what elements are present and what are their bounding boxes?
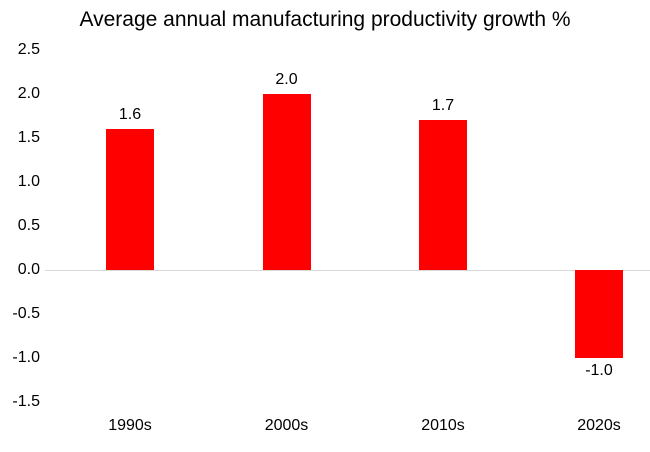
y-axis-tick-label: 2.5 [17,41,40,58]
bar-2010s [419,120,467,270]
bar-1990s [106,129,154,270]
data-label: 1.7 [431,97,455,115]
y-axis-tick-label: 0.5 [17,217,40,234]
x-axis-category-label: 2020s [577,417,621,434]
zero-axis-line [45,269,650,271]
data-label: 1.6 [118,106,142,124]
x-axis-category-label: 1990s [108,417,152,434]
y-axis-tick-label: -0.5 [12,305,40,322]
x-axis-category-label: 2000s [264,417,309,434]
y-axis-tick-label: 1.5 [17,129,40,146]
bar-2000s [262,94,311,270]
y-axis-tick-label: 0.0 [17,261,40,278]
y-axis-tick-label: 2.0 [17,85,40,102]
chart-title: Average annual manufacturing productivit… [79,8,571,31]
x-axis-category-label: 2010s [421,417,465,434]
y-axis-tick-label: -1.5 [12,393,40,410]
bar-2020s [575,270,623,358]
y-axis-tick-label: -1.0 [12,349,40,366]
y-axis-tick-label: 1.0 [17,173,40,190]
data-label: 2.0 [275,71,298,88]
data-label: -1.0 [585,362,613,379]
